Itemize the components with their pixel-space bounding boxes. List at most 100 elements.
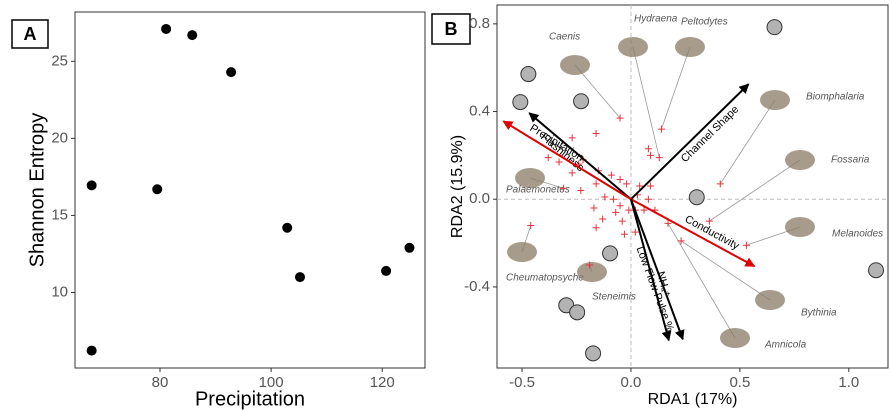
site-point (655, 154, 663, 162)
site-point (636, 182, 644, 190)
x-axis-label: RDA1 (17%) (648, 391, 738, 408)
y-tick-label: -0.4 (464, 278, 490, 295)
site-point (631, 228, 639, 236)
arrow-label: Precipitation (528, 122, 586, 164)
site-point (592, 129, 600, 137)
species-score (688, 189, 705, 206)
species-icon (755, 290, 785, 310)
y-tick-label: 25 (51, 52, 68, 69)
x-tick-label: 0.5 (729, 374, 750, 391)
y-tick-label: 0.0 (469, 190, 490, 207)
site-point (623, 180, 631, 188)
env-arrow (528, 112, 632, 200)
species-label: Palaemonetes (506, 185, 570, 196)
species-label: Biomphalaria (806, 92, 865, 103)
x-axis-label: Precipitation (195, 388, 305, 410)
site-point (592, 180, 600, 188)
y-tick-label: 0.4 (469, 103, 490, 120)
panel-label: A (24, 24, 37, 44)
species-icon (760, 90, 790, 110)
species-icon (785, 150, 815, 170)
site-point (625, 206, 633, 214)
species-label: Fossaria (831, 155, 870, 166)
site-point (644, 145, 652, 153)
species-score (585, 345, 602, 362)
data-point (86, 180, 97, 191)
species-leader (632, 46, 660, 158)
species-icon (675, 37, 705, 57)
site-point (568, 169, 576, 177)
species-icon (560, 55, 590, 75)
env-arrow (630, 83, 750, 200)
site-point (664, 219, 672, 227)
species-label: Melanoides (832, 229, 883, 240)
species-icon (785, 217, 815, 237)
species-label: Steneimis (592, 292, 636, 303)
site-point (599, 215, 607, 223)
species-leader (574, 64, 621, 119)
site-point (610, 195, 618, 203)
site-point (568, 134, 576, 142)
site-point (601, 193, 609, 201)
env-arrow (502, 120, 632, 201)
data-point (152, 184, 163, 195)
x-tick-label: 100 (259, 374, 284, 391)
species-icon (720, 328, 750, 348)
arrow-label: Channel Shape (679, 103, 742, 165)
data-point (226, 67, 237, 78)
site-point (592, 224, 600, 232)
species-label: Caenis (549, 32, 580, 43)
panel-label-box (11, 19, 49, 49)
site-point (620, 230, 628, 238)
panel-label-box (431, 13, 471, 45)
site-point (640, 206, 648, 214)
env-arrow (630, 198, 756, 268)
env-arrow (629, 198, 672, 342)
site-point (618, 217, 626, 225)
y-axis-label: Shannon Entropy (26, 113, 48, 268)
site-point (590, 204, 598, 212)
site-point (657, 125, 665, 133)
site-point (607, 171, 615, 179)
site-point (559, 184, 567, 192)
site-point (555, 158, 563, 166)
site-point (544, 154, 552, 162)
site-point (647, 151, 655, 159)
species-icon (507, 242, 537, 262)
data-point (381, 265, 392, 276)
species-label: Hydraena (634, 14, 678, 25)
panel-label: B (445, 19, 458, 39)
x-tick-label: 120 (370, 374, 395, 391)
site-point (705, 217, 713, 225)
species-score (766, 19, 783, 36)
y-tick-label: 0.8 (469, 15, 490, 32)
species-icon (515, 168, 545, 188)
site-point (677, 237, 685, 245)
species-icon (618, 37, 648, 57)
data-point (161, 23, 172, 34)
plot-frame (496, 4, 889, 369)
species-icon (577, 262, 607, 282)
plot-frame (74, 11, 426, 369)
site-point (644, 195, 652, 203)
site-point (742, 241, 750, 249)
species-leader (719, 99, 776, 185)
data-point (187, 30, 198, 41)
species-label: Cheumatopsyche (506, 273, 584, 284)
species-score (573, 93, 590, 110)
species-label: Peltodytes (681, 17, 728, 28)
species-leader (667, 223, 736, 339)
species-score (520, 66, 537, 83)
data-point (404, 242, 415, 253)
species-score (569, 304, 586, 321)
site-point (612, 208, 620, 216)
species-leader (680, 240, 771, 301)
site-point (616, 114, 624, 122)
species-label: Bythinia (801, 308, 837, 319)
y-tick-label: 20 (51, 129, 68, 146)
site-point (616, 202, 624, 210)
x-tick-label: 0.0 (621, 374, 642, 391)
species-score (868, 262, 885, 279)
species-label: Amnicola (764, 340, 807, 351)
